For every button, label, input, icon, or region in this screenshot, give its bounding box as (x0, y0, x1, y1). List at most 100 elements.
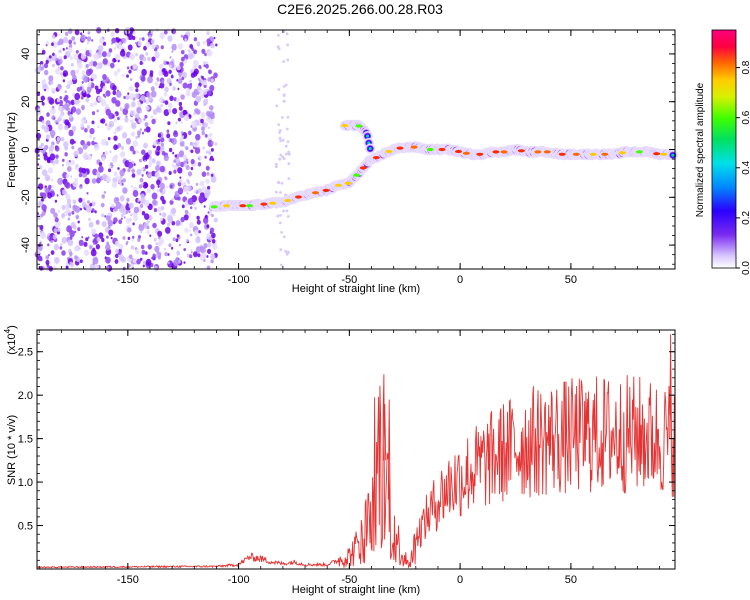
noise-point (45, 259, 50, 265)
noise-point (114, 259, 119, 264)
noise-point (192, 112, 196, 116)
noise-point (69, 236, 73, 240)
noise-point (144, 213, 150, 221)
noise-point (141, 210, 146, 216)
noise-point (203, 243, 208, 249)
noise-point (177, 167, 183, 174)
noise-point (82, 152, 89, 160)
noise-point (57, 83, 62, 90)
noise-point (81, 198, 86, 203)
noise-point (179, 137, 184, 142)
noise-point (278, 221, 282, 225)
noise-point (60, 72, 63, 76)
x-tick-label: -100 (228, 274, 250, 286)
noise-point (125, 94, 130, 100)
noise-point (120, 217, 123, 220)
noise-point (285, 152, 288, 156)
noise-point (188, 229, 191, 232)
noise-point (118, 243, 124, 250)
noise-point (161, 142, 164, 147)
noise-point (172, 108, 178, 115)
snr-x-ticks: -150 -100 -50 0 50 (38, 330, 660, 586)
noise-point (196, 219, 201, 225)
noise-point (89, 263, 96, 271)
noise-point (54, 145, 60, 152)
noise-point (72, 180, 78, 188)
noise-point (78, 100, 81, 103)
noise-point (164, 176, 167, 180)
noise-point (138, 184, 143, 189)
noise-point (117, 167, 120, 170)
track-hotspot (295, 195, 302, 199)
noise-point (189, 254, 193, 259)
noise-point (75, 50, 79, 54)
noise-point (126, 159, 129, 163)
noise-point (173, 130, 179, 138)
noise-point (87, 31, 91, 35)
noise-point (91, 201, 96, 207)
noise-point (43, 209, 47, 213)
noise-point (99, 37, 104, 44)
noise-point (68, 212, 72, 217)
noise-point (143, 45, 147, 51)
noise-point (46, 87, 50, 91)
noise-point (279, 153, 283, 157)
noise-point (123, 95, 126, 100)
noise-point (39, 224, 44, 231)
snr-x-label: Height of straight line (km) (292, 584, 420, 596)
noise-point (199, 245, 204, 250)
noise-point (171, 221, 176, 226)
noise-point (277, 88, 281, 91)
noise-point (141, 174, 144, 177)
noise-point (75, 214, 80, 220)
noise-point (95, 264, 100, 270)
noise-point (107, 219, 114, 227)
snr-y-ticks: 0.5 1.0 1.5 2.0 2.5 (18, 333, 675, 570)
noise-point (108, 120, 115, 128)
noise-point (187, 52, 194, 60)
noise-point (111, 97, 117, 104)
noise-point (114, 240, 120, 247)
noise-point (140, 230, 143, 234)
x-tick-label: -100 (228, 574, 250, 586)
noise-point (180, 222, 183, 226)
noise-point (193, 49, 198, 55)
noise-point (121, 182, 124, 186)
noise-point (72, 199, 77, 204)
noise-point (187, 171, 193, 177)
noise-point (104, 215, 107, 218)
noise-point (56, 136, 61, 142)
noise-point (190, 82, 193, 86)
noise-point (144, 122, 149, 127)
noise-point (180, 121, 183, 124)
noise-point (121, 73, 125, 77)
noise-point (70, 175, 73, 178)
noise-point (48, 167, 53, 174)
noise-point (275, 190, 278, 194)
noise-point (214, 142, 218, 146)
noise-point (94, 210, 97, 214)
noise-point (58, 49, 62, 54)
x-tick-label: -50 (341, 574, 357, 586)
noise-point (151, 56, 156, 62)
noise-point (278, 214, 282, 217)
noise-point (135, 88, 139, 93)
noise-point (151, 192, 158, 200)
y-tick-label: 1.0 (18, 477, 33, 489)
noise-point (47, 157, 51, 162)
noise-point (49, 129, 56, 137)
noise-point (74, 165, 79, 170)
noise-point (107, 212, 111, 217)
noise-point (115, 37, 121, 43)
noise-point (95, 219, 100, 225)
noise-point (141, 182, 144, 186)
noise-point (76, 150, 80, 154)
noise-point (37, 154, 40, 157)
noise-point (140, 167, 144, 172)
noise-point (177, 117, 181, 122)
noise-point (138, 118, 143, 124)
noise-point (80, 53, 86, 60)
noise-point (115, 175, 119, 180)
spectrogram-y-label: Frequency (Hz) (6, 112, 18, 188)
track-hotspot (210, 205, 218, 209)
